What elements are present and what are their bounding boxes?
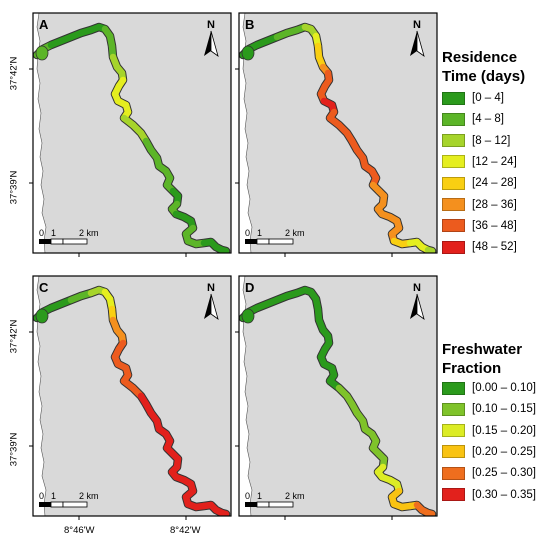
legend-label: [4 – 8] [472, 113, 504, 126]
legend-label: [12 – 24] [472, 155, 517, 168]
legend-residence-item: [12 – 24] [442, 154, 517, 170]
legend-label: [0.25 – 0.30] [472, 467, 536, 480]
legend-label: [36 – 48] [472, 219, 517, 232]
lon-label-right: 8°42'W [170, 525, 201, 536]
legend-freshwater-item: [0.25 – 0.30] [442, 465, 536, 481]
legend-swatch [442, 155, 465, 169]
legend-swatch [442, 445, 465, 459]
panel-label: A [39, 17, 49, 32]
scale-bar-label: 0 [245, 228, 250, 238]
svg-text:N: N [207, 19, 215, 31]
estuary-mouth [35, 308, 49, 324]
scale-bar-label: 2 km [79, 228, 99, 238]
legend-freshwater-item: [0.30 – 0.35] [442, 487, 536, 503]
legend-swatch [442, 198, 465, 211]
legend-swatch [442, 112, 465, 126]
panel-label: C [39, 280, 49, 295]
legend-label: [0.15 – 0.20] [472, 424, 536, 437]
scale-bar-label: 2 km [285, 228, 305, 238]
lat-label-top: 37°42'N [8, 56, 20, 91]
estuary-mouth [241, 45, 255, 61]
legend-freshwater-item: [0.15 – 0.20] [442, 423, 536, 439]
legend-label: [0 – 4] [472, 92, 504, 104]
legend-label: [0.20 – 0.25] [472, 445, 536, 458]
panel-label: D [245, 280, 254, 295]
land-area [242, 13, 437, 253]
legend-swatch [442, 381, 465, 395]
scale-bar-label: 1 [51, 228, 56, 238]
legend-residence-item: [36 – 48] [442, 218, 517, 234]
legend-swatch [442, 402, 465, 416]
map-panel-b: B N 0 1 2 km [235, 12, 438, 257]
north-arrow-icon: N [410, 19, 425, 57]
legend-label: [8 – 12] [472, 134, 511, 147]
panel-frame [238, 275, 438, 517]
legend-freshwater-item: [0.10 – 0.15] [442, 401, 536, 417]
estuary-mouth [35, 45, 49, 61]
legend-label: [0.00 – 0.10] [472, 382, 536, 394]
legend-residence-title: Residence Time (days) [442, 49, 526, 85]
legend-label: [0.30 – 0.35] [472, 488, 536, 501]
legend-swatch [442, 134, 465, 148]
land-area [242, 276, 437, 516]
map-panel-d: D N 0 1 2 km [235, 275, 438, 520]
legend-swatch [442, 466, 465, 480]
land-area [36, 13, 231, 253]
legend-freshwater-title: Freshwater Fraction [442, 341, 523, 377]
legend-swatch [442, 488, 465, 501]
panel-frame [32, 12, 232, 254]
scale-bar-label: 1 [257, 491, 262, 501]
scale-bar-label: 2 km [285, 491, 305, 501]
scale-bar-label: 0 [39, 491, 44, 501]
legend-swatch [442, 91, 465, 105]
estuary-mouth [241, 308, 255, 324]
north-arrow-icon: N [204, 19, 219, 57]
land-area [36, 276, 231, 516]
panel-frame [238, 12, 438, 254]
panel-label: B [245, 17, 254, 32]
legend-label: [0.10 – 0.15] [472, 403, 536, 416]
svg-text:N: N [413, 19, 421, 31]
north-arrow-icon: N [410, 282, 425, 320]
legend-residence-item: [48 – 52] [442, 239, 517, 255]
legend-freshwater-item: [0.00 – 0.10] [442, 380, 536, 396]
scale-bar-label: 0 [39, 228, 44, 238]
river-segment [424, 246, 436, 253]
svg-text:N: N [207, 282, 215, 294]
legend-freshwater-item: [0.20 – 0.25] [442, 444, 536, 460]
river-segment [424, 509, 436, 516]
legend-residence-item: [8 – 12] [442, 133, 510, 149]
lon-label-left: 8°46'W [64, 525, 95, 536]
legend-residence-item: [28 – 36] [442, 197, 517, 213]
svg-text:N: N [413, 282, 421, 294]
river-segment [218, 509, 230, 516]
lat-label-bottom: 37°39'N [8, 170, 20, 205]
legend-swatch [442, 424, 465, 438]
north-arrow-icon: N [204, 282, 219, 320]
legend-swatch [442, 219, 465, 233]
map-panel-a: A N 0 1 2 km [29, 12, 232, 257]
legend-residence-item: [4 – 8] [442, 111, 504, 127]
legend-residence-item: [0 – 4] [442, 90, 504, 106]
lat-label-top-lower: 37°42'N [8, 319, 20, 354]
lat-label-bottom-lower: 37°39'N [8, 432, 20, 467]
legend-swatch [442, 240, 465, 254]
legend-label: [24 – 28] [472, 177, 517, 190]
river-segment [218, 246, 230, 253]
panel-frame [32, 275, 232, 517]
legend-label: [28 – 36] [472, 198, 517, 211]
scale-bar-label: 2 km [79, 491, 99, 501]
legend-swatch [442, 176, 465, 190]
scale-bar-label: 0 [245, 491, 250, 501]
legend-residence-item: [24 – 28] [442, 175, 517, 191]
map-panel-c: C N 0 1 2 km [29, 275, 232, 520]
scale-bar-label: 1 [257, 228, 262, 238]
scale-bar-label: 1 [51, 491, 56, 501]
legend-label: [48 – 52] [472, 241, 517, 254]
